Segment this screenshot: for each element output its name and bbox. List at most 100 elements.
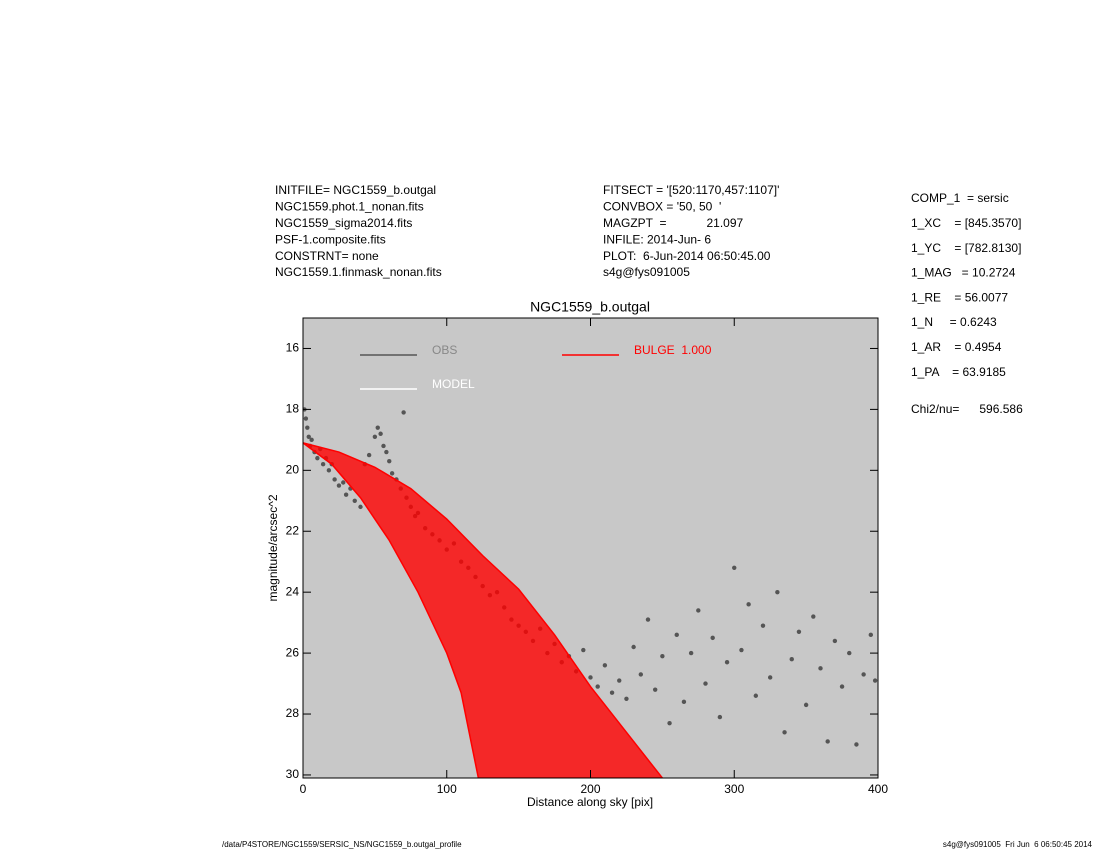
obs-point <box>811 614 816 619</box>
obs-point <box>372 434 378 440</box>
obs-point <box>803 702 809 708</box>
y-tick-label: 30 <box>286 767 300 781</box>
header-line: MAGZPT = 21.097 <box>603 216 743 230</box>
model-profile-band <box>303 442 664 778</box>
fit-parameter: 1_N = 0.6243 <box>911 315 997 329</box>
obs-point <box>688 650 694 656</box>
header-line: CONSTRNT= none <box>275 249 379 263</box>
obs-point <box>638 672 644 677</box>
obs-point <box>724 660 730 665</box>
y-tick-label: 20 <box>286 462 300 476</box>
obs-point <box>387 458 392 464</box>
obs-point <box>775 589 780 595</box>
obs-point <box>739 647 744 653</box>
obs-point <box>343 492 349 497</box>
header-line: FITSECT = '[520:1170,457:1107]' <box>603 183 779 197</box>
obs-point <box>825 739 830 744</box>
obs-point <box>652 687 658 692</box>
obs-point <box>624 696 629 701</box>
obs-point <box>315 455 320 461</box>
chart-title: NGC1559_b.outgal <box>530 299 650 315</box>
obs-point <box>681 699 687 705</box>
header-line: PSF-1.composite.fits <box>275 232 386 246</box>
y-tick-label: 26 <box>286 645 300 659</box>
obs-point <box>872 678 878 683</box>
x-tick-label: 300 <box>724 782 744 796</box>
fit-parameter: 1_YC = [782.8130] <box>911 241 1021 255</box>
obs-point <box>839 684 845 689</box>
fit-parameter: 1_AR = 0.4954 <box>911 340 1002 354</box>
fit-parameter: 1_PA = 63.9185 <box>911 365 1006 379</box>
obs-point <box>609 690 615 695</box>
fit-parameter: 1_XC = [845.3570] <box>911 216 1021 230</box>
y-tick-label: 16 <box>286 341 300 355</box>
obs-point <box>320 462 326 467</box>
chi2: Chi2/nu= 596.586 <box>911 402 1023 416</box>
obs-point <box>746 602 751 607</box>
obs-point <box>760 623 766 628</box>
obs-point <box>309 437 314 443</box>
footer-path: /data/P4STORE/NGC1559/SERSIC_NS/NGC1559_… <box>222 840 462 849</box>
obs-point <box>645 617 651 622</box>
obs-point <box>384 449 389 455</box>
obs-point <box>336 483 342 488</box>
y-axis-label: magnitude/arcsec^2 <box>266 494 280 601</box>
plot-marks <box>303 407 878 778</box>
obs-point <box>581 647 586 653</box>
y-tick-label: 18 <box>286 402 300 416</box>
fit-parameter: 1_RE = 56.0077 <box>911 290 1008 304</box>
obs-point <box>660 653 665 659</box>
legend-label: BULGE 1.000 <box>634 343 712 357</box>
obs-point <box>861 672 866 677</box>
obs-point <box>767 675 773 680</box>
fit-parameter: COMP_1 = sersic <box>911 191 1009 205</box>
obs-point <box>303 416 309 421</box>
obs-point <box>847 650 852 656</box>
obs-point <box>732 565 737 571</box>
obs-point <box>854 742 859 747</box>
obs-point <box>710 635 715 641</box>
header-line: INITFILE= NGC1559_b.outgal <box>275 183 436 197</box>
legend-label: MODEL <box>432 377 475 391</box>
x-tick-label: 200 <box>580 782 600 796</box>
fit-parameter: 1_MAG = 10.2724 <box>911 266 1016 280</box>
obs-point <box>667 720 672 726</box>
header-line: NGC1559.phot.1_nonan.fits <box>275 200 424 214</box>
obs-point <box>358 504 363 510</box>
obs-point <box>674 632 679 638</box>
obs-point <box>305 425 310 430</box>
obs-point <box>868 632 874 638</box>
obs-point <box>696 608 701 613</box>
obs-point <box>631 644 636 650</box>
header-line: s4g@fys091005 <box>603 265 690 279</box>
footer-stamp: s4g@fys091005 Fri Jun 6 06:50:45 2014 <box>943 840 1093 849</box>
obs-point <box>796 629 802 634</box>
obs-point <box>602 663 608 668</box>
obs-point <box>703 681 708 686</box>
obs-point <box>326 468 332 473</box>
obs-point <box>588 675 593 680</box>
y-tick-label: 28 <box>286 706 300 720</box>
header-line: INFILE: 2014-Jun- 6 <box>603 232 711 246</box>
obs-point <box>832 638 838 644</box>
legend-label: OBS <box>432 343 457 357</box>
obs-point <box>401 410 406 415</box>
plot-frame <box>302 317 879 779</box>
header-line: CONVBOX = '50, 50 ' <box>603 200 721 214</box>
obs-point <box>381 443 386 449</box>
header-line: NGC1559.1.finmask_nonan.fits <box>275 265 442 279</box>
x-axis-label: Distance along sky [pix] <box>527 795 653 809</box>
obs-point <box>753 693 759 698</box>
obs-point <box>717 714 723 720</box>
obs-point <box>782 730 787 735</box>
obs-point <box>789 656 794 662</box>
header-line: NGC1559_sigma2014.fits <box>275 216 412 230</box>
obs-point <box>595 684 600 689</box>
obs-point <box>818 666 823 671</box>
y-tick-label: 24 <box>286 584 300 598</box>
x-tick-label: 400 <box>868 782 888 796</box>
obs-point <box>389 471 395 476</box>
y-tick-label: 22 <box>286 523 300 537</box>
obs-point <box>352 498 357 503</box>
